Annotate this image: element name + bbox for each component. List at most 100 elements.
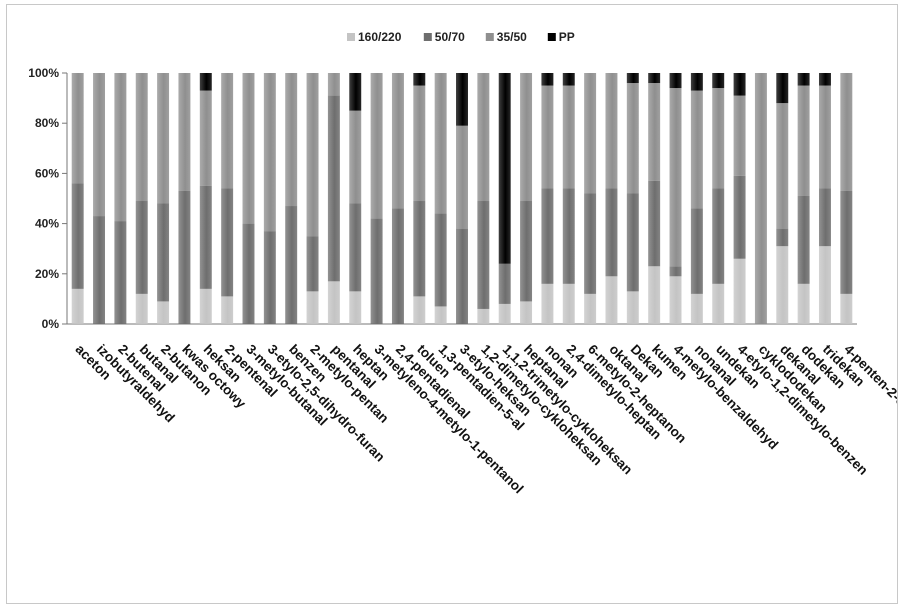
bar-segment-PP xyxy=(776,73,789,104)
bar-segment-PP xyxy=(199,73,212,91)
bar-segment-160-220 xyxy=(712,283,725,324)
bar-segment-35-50 xyxy=(434,73,447,214)
legend-item: 160/220 xyxy=(347,30,402,44)
bar-segment-35-50 xyxy=(541,85,554,189)
bar-segment-160-220 xyxy=(477,308,490,324)
bar-segment-50-70 xyxy=(456,228,468,324)
bar-segment-160-220 xyxy=(520,301,533,324)
bar-segment-50-70 xyxy=(391,208,404,324)
bar-segment-35-50 xyxy=(712,88,725,189)
bar-segment-160-220 xyxy=(648,266,661,324)
bar-segment-50-70 xyxy=(71,183,84,289)
bar-segment-35-50 xyxy=(605,73,618,189)
bar-segment-50-70 xyxy=(840,190,853,294)
legend-swatch xyxy=(347,33,355,41)
bar-segment-35-50 xyxy=(648,83,661,181)
bar-segment-50-70 xyxy=(626,193,639,292)
y-tick-label: 100% xyxy=(28,66,59,80)
bar-segment-50-70 xyxy=(413,201,426,297)
bar-segment-PP xyxy=(562,73,575,86)
bar-segment-160-220 xyxy=(71,288,84,324)
legend-label: 35/50 xyxy=(497,30,527,44)
legend-label: 50/70 xyxy=(435,30,465,44)
bar-segment-50-70 xyxy=(605,188,618,277)
bar-segment-160-220 xyxy=(776,246,789,324)
bar-segment-35-50 xyxy=(391,73,404,209)
bar-segment-160-220 xyxy=(840,293,853,324)
bar-segment-160-220 xyxy=(199,288,212,324)
bar-segment-35-50 xyxy=(157,73,170,204)
bar-segment-PP xyxy=(712,73,725,89)
bar-segment-PP xyxy=(349,73,362,111)
bar-segment-PP xyxy=(733,73,746,96)
bar-segment-35-50 xyxy=(263,73,276,232)
bar-segment-50-70 xyxy=(520,201,533,302)
bar-segment-35-50 xyxy=(327,73,340,96)
bar-segment-160-220 xyxy=(541,283,554,324)
bar-segment-50-70 xyxy=(221,188,234,297)
bar-segment-50-70 xyxy=(242,223,255,324)
bar-segment-160-220 xyxy=(797,283,810,324)
bar-segment-PP xyxy=(669,73,682,89)
bar-segment-50-70 xyxy=(648,180,661,267)
bar-segment-50-70 xyxy=(818,188,831,247)
bar-segment-35-50 xyxy=(242,73,255,224)
bar-segment-50-70 xyxy=(690,208,703,294)
bar-segment-35-50 xyxy=(669,88,682,267)
bar-segment-PP xyxy=(541,73,554,86)
bar-segment-35-50 xyxy=(71,73,84,184)
y-tick-label: 0% xyxy=(42,317,60,331)
legend-label: 160/220 xyxy=(358,30,402,44)
bar-segment-35-50 xyxy=(306,73,319,237)
bar-segment-50-70 xyxy=(434,213,447,307)
y-tick-label: 60% xyxy=(35,166,59,180)
legend-item: 35/50 xyxy=(485,30,527,44)
bar-segment-35-50 xyxy=(840,73,853,191)
bar-segment-160-220 xyxy=(413,296,426,324)
bar-segment-50-70 xyxy=(498,263,511,304)
bar-segment-160-220 xyxy=(434,306,447,324)
bar-segment-PP xyxy=(818,73,831,86)
bar-segment-50-70 xyxy=(776,228,789,247)
bar-segment-50-70 xyxy=(285,206,298,324)
bar-segment-50-70 xyxy=(135,201,148,294)
bar-segment-50-70 xyxy=(669,266,682,277)
bar-segment-50-70 xyxy=(263,231,276,324)
legend-item: 50/70 xyxy=(423,30,465,44)
stacked-bar-chart: 0%20%40%60%80%100%acetonizobutyraldehyd2… xyxy=(28,30,897,496)
bar-segment-160-220 xyxy=(733,258,746,324)
bar-segment-35-50 xyxy=(818,85,831,189)
bar-segment-50-70 xyxy=(178,190,191,324)
bar-segment-PP xyxy=(456,73,468,126)
bar-segment-160-220 xyxy=(584,293,597,324)
bar-segment-160-220 xyxy=(669,276,682,324)
bar-segment-160-220 xyxy=(562,283,575,324)
bar-segment-35-50 xyxy=(349,110,362,204)
bar-segment-PP xyxy=(797,73,810,86)
bar-segment-50-70 xyxy=(733,175,746,259)
bar-segment-160-220 xyxy=(327,281,340,324)
bar-segment-160-220 xyxy=(498,303,511,324)
bar-segment-35-50 xyxy=(626,83,639,194)
y-tick-label: 20% xyxy=(35,267,59,281)
bar-segment-50-70 xyxy=(93,216,106,324)
bar-segment-50-70 xyxy=(797,195,810,284)
bar-segment-50-70 xyxy=(349,203,362,292)
bar-segment-35-50 xyxy=(477,73,490,202)
bar-segment-35-50 xyxy=(221,73,234,189)
bar-segment-PP xyxy=(690,73,703,91)
bar-segment-35-50 xyxy=(797,85,810,196)
bar-segment-35-50 xyxy=(370,73,383,219)
bar-segment-50-70 xyxy=(370,218,383,324)
legend-swatch xyxy=(547,33,556,41)
bar-segment-50-70 xyxy=(114,221,127,324)
bar-segment-50-70 xyxy=(306,236,319,292)
bar-segment-160-220 xyxy=(605,276,618,324)
bar-segment-50-70 xyxy=(562,188,575,284)
y-tick-label: 40% xyxy=(35,217,59,231)
bar-segment-50-70 xyxy=(541,188,554,284)
bar-segment-50-70 xyxy=(157,203,170,302)
bar-segment-35-50 xyxy=(178,73,191,191)
bar-segment-PP xyxy=(626,73,639,84)
bar-segment-50-70 xyxy=(327,95,340,282)
